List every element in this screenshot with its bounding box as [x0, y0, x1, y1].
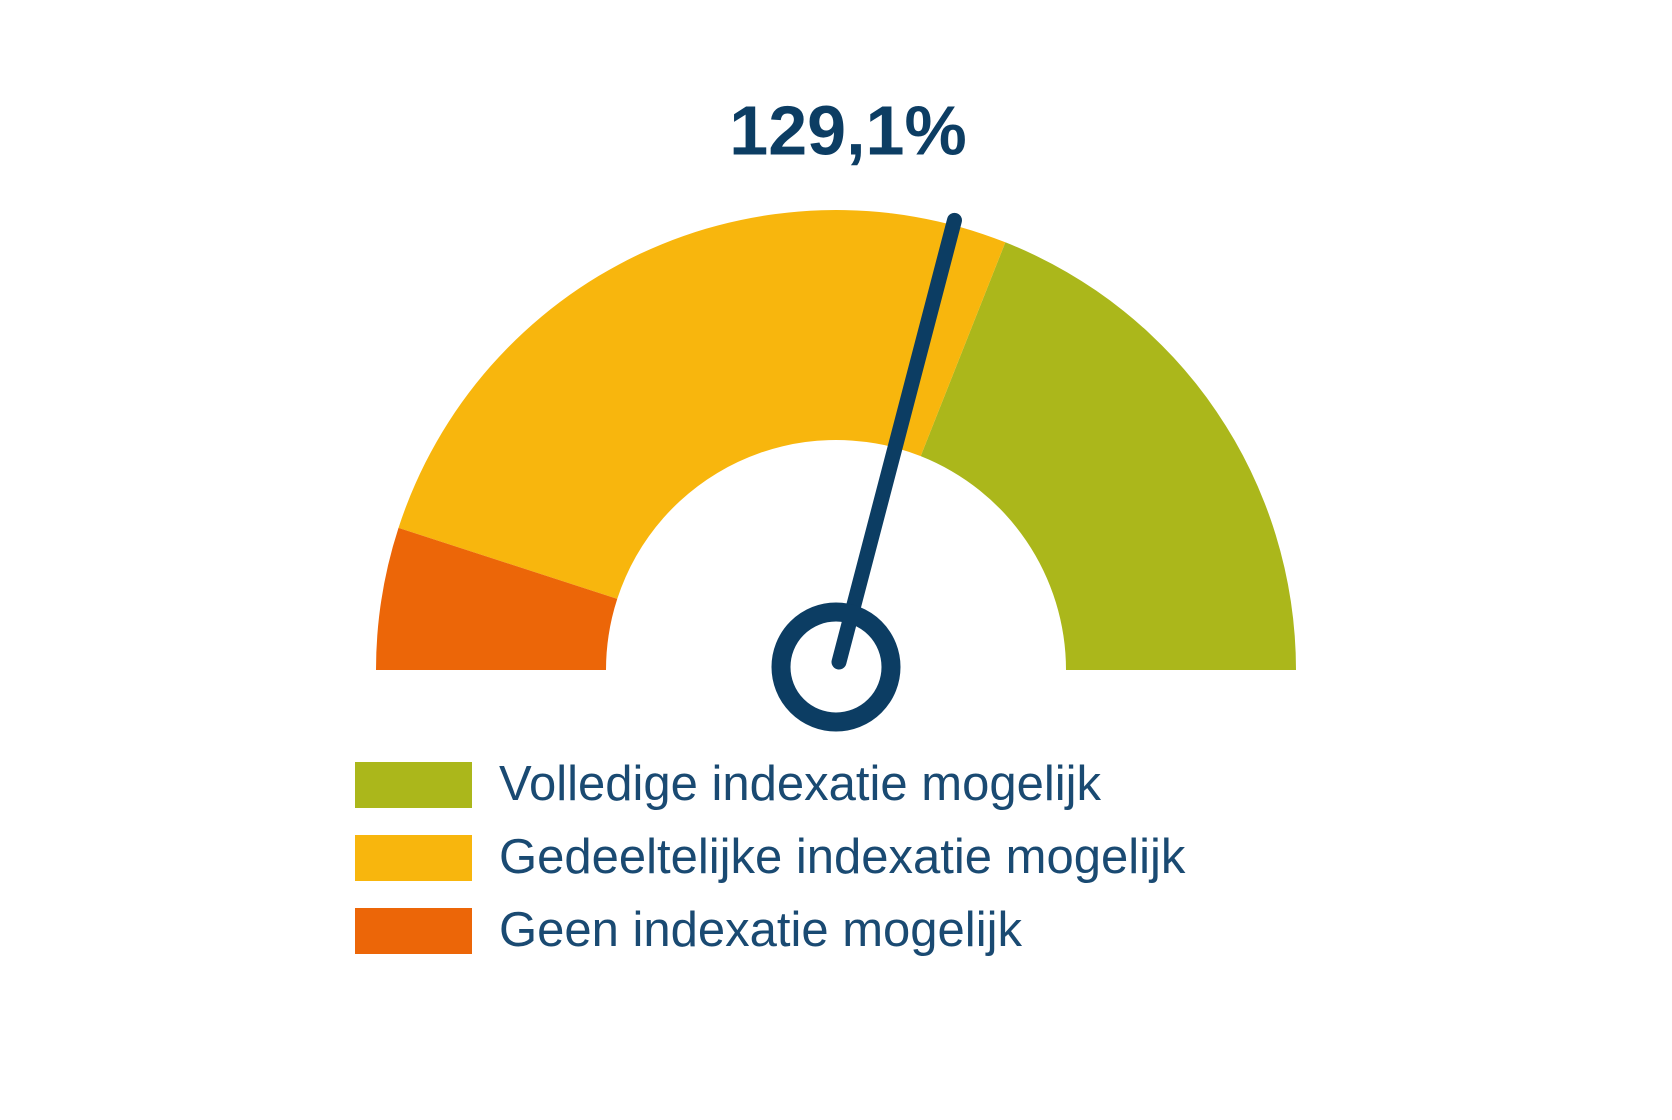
needle	[831, 212, 962, 670]
legend-swatch	[355, 908, 472, 954]
gauge-band	[920, 242, 1296, 671]
value-label: 129,1%	[729, 91, 966, 169]
legend-label: Gedeeltelijke indexatie mogelijk	[499, 830, 1186, 884]
gauge-band	[398, 209, 1006, 599]
legend-label: Volledige indexatie mogelijk	[499, 757, 1101, 811]
needle-hub	[771, 602, 901, 732]
legend-label: Geen indexatie mogelijk	[499, 903, 1022, 957]
legend-swatch	[355, 835, 472, 881]
gauge-band	[376, 527, 618, 670]
legend-swatch	[355, 762, 472, 808]
